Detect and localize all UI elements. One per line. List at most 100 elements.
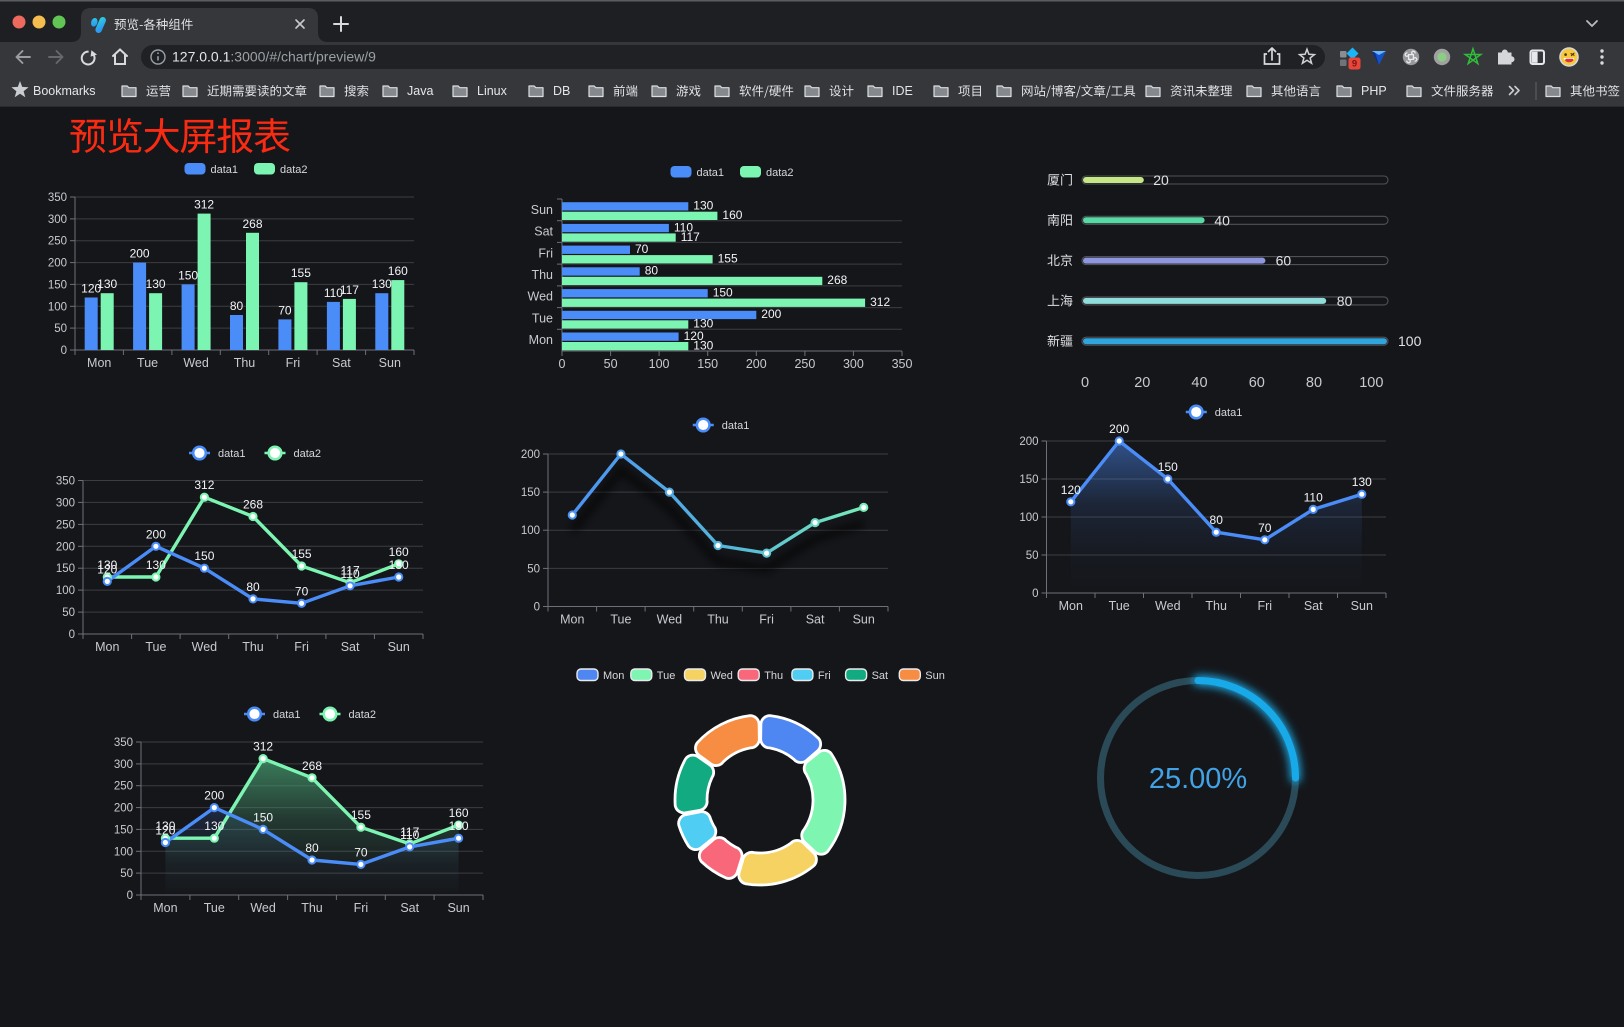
svg-text:200: 200 <box>146 527 166 541</box>
svg-text:250: 250 <box>794 357 815 371</box>
svg-text:Linux: Linux <box>477 84 508 98</box>
svg-text:130: 130 <box>1352 475 1372 489</box>
svg-text:130: 130 <box>693 338 713 352</box>
svg-text:150: 150 <box>194 549 214 563</box>
svg-text:data2: data2 <box>766 167 794 179</box>
svg-text:268: 268 <box>242 217 262 231</box>
svg-text:250: 250 <box>114 781 133 793</box>
svg-text:160: 160 <box>722 208 742 222</box>
svg-text:312: 312 <box>870 295 890 309</box>
svg-text:200: 200 <box>130 247 150 261</box>
svg-text:PHP: PHP <box>1361 84 1387 98</box>
svg-text:250: 250 <box>48 236 67 248</box>
svg-text:250: 250 <box>56 519 75 531</box>
svg-text:200: 200 <box>1109 422 1129 436</box>
svg-text:117: 117 <box>340 283 359 297</box>
svg-text:130: 130 <box>389 558 409 572</box>
svg-text:268: 268 <box>827 273 847 287</box>
svg-text:50: 50 <box>527 563 540 575</box>
svg-text:150: 150 <box>48 279 67 291</box>
svg-text:Mon: Mon <box>1059 599 1083 613</box>
svg-text:150: 150 <box>521 487 540 499</box>
svg-text:40: 40 <box>1214 212 1230 228</box>
svg-text:350: 350 <box>48 192 67 204</box>
svg-text:312: 312 <box>194 198 214 212</box>
svg-text:Sun: Sun <box>853 613 875 627</box>
svg-text:100: 100 <box>1019 512 1038 524</box>
svg-text:9: 9 <box>1352 59 1357 70</box>
svg-text:40: 40 <box>1191 375 1207 391</box>
svg-text:160: 160 <box>388 264 408 278</box>
svg-text:80: 80 <box>246 580 260 594</box>
svg-text:150: 150 <box>56 563 75 575</box>
svg-text:150: 150 <box>178 268 198 282</box>
svg-text:Wed: Wed <box>192 640 218 654</box>
svg-text:Fri: Fri <box>354 901 369 915</box>
svg-text:Mon: Mon <box>560 613 584 627</box>
svg-text:Thu: Thu <box>707 613 729 627</box>
svg-text:Sat: Sat <box>872 670 889 682</box>
svg-text:data1: data1 <box>218 448 246 460</box>
svg-text:160: 160 <box>389 545 409 559</box>
svg-text:Fri: Fri <box>818 670 831 682</box>
svg-text:0: 0 <box>534 602 540 614</box>
svg-text:200: 200 <box>56 541 75 553</box>
svg-text:100: 100 <box>649 357 670 371</box>
svg-text:0: 0 <box>1032 588 1038 600</box>
svg-text:80: 80 <box>645 264 659 278</box>
svg-text:155: 155 <box>351 808 371 822</box>
svg-text:80: 80 <box>1210 513 1224 527</box>
svg-text:127.0.0.1:3000/#/chart/preview: 127.0.0.1:3000/#/chart/preview/9 <box>172 49 376 65</box>
svg-text:70: 70 <box>1258 521 1272 535</box>
svg-text:130: 130 <box>146 277 166 291</box>
svg-text:150: 150 <box>1019 474 1038 486</box>
svg-text:268: 268 <box>302 759 322 773</box>
svg-text:130: 130 <box>449 819 469 833</box>
svg-text:80: 80 <box>230 299 244 313</box>
svg-text:Wed: Wed <box>528 290 554 304</box>
svg-text:Sun: Sun <box>379 356 401 370</box>
svg-text:300: 300 <box>114 759 133 771</box>
svg-text:350: 350 <box>114 737 133 749</box>
svg-text:Mon: Mon <box>95 640 119 654</box>
svg-text:120: 120 <box>155 824 175 838</box>
svg-text:70: 70 <box>354 845 368 859</box>
svg-text:200: 200 <box>746 357 767 371</box>
svg-text:data2: data2 <box>294 448 322 460</box>
svg-text:300: 300 <box>56 497 75 509</box>
svg-text:110: 110 <box>341 567 360 581</box>
svg-text:0: 0 <box>1081 375 1089 391</box>
svg-text:155: 155 <box>291 266 311 280</box>
svg-text:Mon: Mon <box>153 901 177 915</box>
svg-text:data2: data2 <box>349 709 377 721</box>
svg-text:data1: data1 <box>697 167 725 179</box>
svg-text:100: 100 <box>1398 333 1422 349</box>
svg-text:Sat: Sat <box>806 613 825 627</box>
svg-text:0: 0 <box>69 629 75 641</box>
svg-text:50: 50 <box>120 868 133 880</box>
svg-text:data1: data1 <box>211 164 239 176</box>
svg-text:Mon: Mon <box>603 670 624 682</box>
svg-text:120: 120 <box>1061 483 1081 497</box>
svg-text:Mon: Mon <box>87 356 111 370</box>
svg-text:Sat: Sat <box>400 901 419 915</box>
svg-text:150: 150 <box>253 810 273 824</box>
svg-text:70: 70 <box>278 303 292 317</box>
svg-text:Wed: Wed <box>657 613 683 627</box>
svg-text:100: 100 <box>48 301 67 313</box>
svg-text:Java: Java <box>407 84 433 98</box>
svg-text:Sun: Sun <box>531 203 553 217</box>
svg-text:350: 350 <box>892 357 913 371</box>
svg-text:Wed: Wed <box>711 670 733 682</box>
svg-text:80: 80 <box>305 841 319 855</box>
svg-text:150: 150 <box>114 824 133 836</box>
svg-text:350: 350 <box>56 476 75 488</box>
svg-text:50: 50 <box>1026 550 1039 562</box>
svg-text:Sun: Sun <box>447 901 469 915</box>
svg-text:100: 100 <box>114 846 133 858</box>
svg-text:Fri: Fri <box>294 640 309 654</box>
svg-text:300: 300 <box>843 357 864 371</box>
svg-text:200: 200 <box>1019 436 1038 448</box>
svg-text:150: 150 <box>1158 460 1178 474</box>
svg-text:130: 130 <box>372 277 392 291</box>
